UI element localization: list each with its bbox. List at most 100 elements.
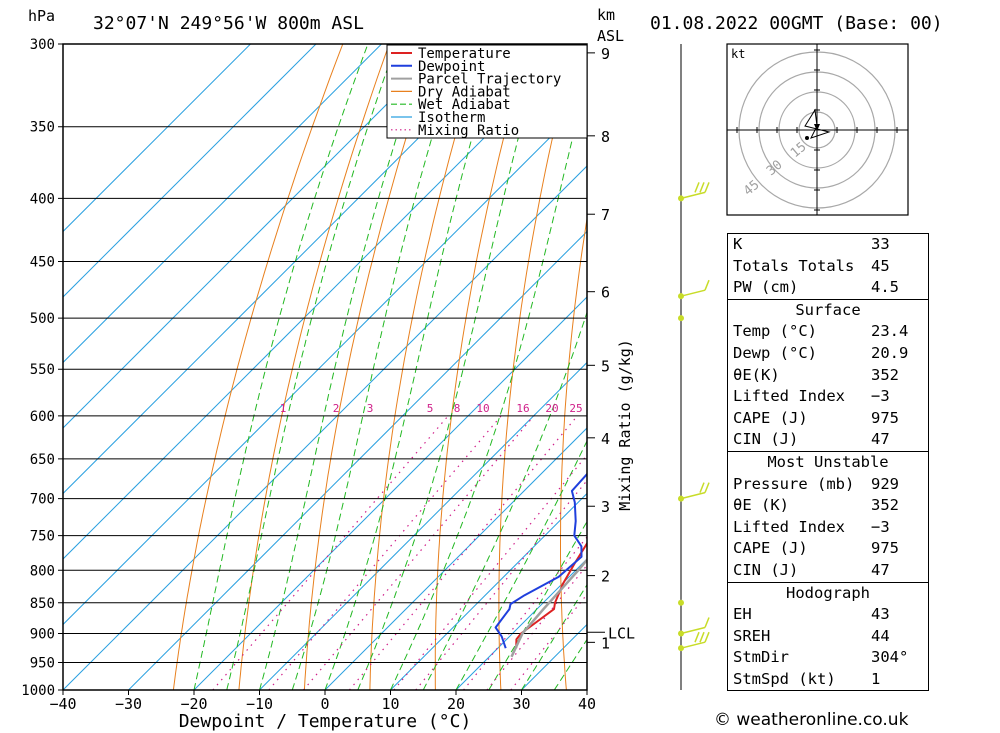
stats-row: StmDir 304° — [728, 647, 928, 669]
wind-barb — [680, 182, 710, 200]
dry-adiabat-line — [369, 44, 483, 690]
stats-value: 43 — [871, 605, 890, 624]
stats-label: PW (cm) — [733, 278, 799, 297]
pressure-tick-label: 850 — [30, 596, 55, 612]
stats-table: K 33 Totals Totals 45 PW (cm) 4.5 Surface Tem… — [727, 233, 929, 692]
surface-title: Surface — [795, 300, 861, 319]
stats-value: 20.9 — [871, 343, 909, 362]
dry-adiabat-line — [678, 44, 714, 690]
wind-barb-feather — [699, 631, 705, 643]
dry-adiabat-line — [172, 44, 344, 690]
hodograph-storm-marker — [814, 124, 820, 131]
wind-barb-feather — [704, 631, 710, 643]
stats-row: Temp (°C) 23.4 — [728, 321, 928, 343]
most-unstable-title: Most Unstable — [767, 452, 889, 471]
asl-unit-label: ASL — [597, 27, 624, 45]
km-tick-label: 6 — [601, 284, 610, 302]
pressure-tick-label: 750 — [30, 529, 55, 545]
wind-barb-feather — [694, 182, 700, 193]
mixing-ratio-line — [393, 454, 587, 690]
isotherm-line — [324, 427, 587, 690]
date-header: 01.08.2022 00GMT (Base: 00) — [650, 13, 943, 34]
stats-value: −3 — [871, 387, 890, 406]
wind-barb-feather — [704, 617, 710, 628]
credit-link[interactable]: © weatheronline.co.uk — [714, 710, 909, 730]
wet-adiabat-line — [291, 44, 462, 690]
temperature-tick-label: 40 — [578, 695, 596, 713]
pressure-tick-label: 400 — [30, 191, 55, 207]
mixing-ratio-line — [303, 415, 535, 690]
mixing-ratio-line — [463, 536, 587, 690]
series-dewpoint — [494, 472, 587, 649]
pressure-tick-label: 900 — [30, 626, 55, 642]
wind-barb-dot — [678, 599, 684, 606]
stats-value: 33 — [871, 235, 890, 253]
stats-label: CAPE (J) — [733, 539, 808, 558]
km-tick-label: 2 — [601, 568, 610, 586]
isotherm-line — [128, 230, 587, 690]
wind-barb-staff — [680, 191, 706, 200]
series-temperature — [515, 541, 587, 649]
stats-value: 975 — [871, 408, 899, 427]
pressure-unit-label: hPa — [28, 7, 55, 25]
stats-label: θE(K) — [733, 365, 780, 384]
stats-row: Pressure (mb) 929 — [728, 474, 928, 496]
legend-label: Dewpoint — [418, 59, 485, 75]
legend-label: Temperature — [418, 46, 511, 62]
pressure-tick-label: 600 — [30, 409, 55, 425]
km-tick-label: 4 — [601, 430, 610, 448]
dry-adiabat-line — [992, 44, 1000, 690]
stats-label: CIN (J) — [733, 560, 799, 579]
stats-row: CAPE (J) 975 — [728, 538, 928, 560]
pressure-tick-label: 500 — [30, 311, 55, 327]
pressure-tick-label: 950 — [30, 655, 55, 671]
stats-row: EH 43 — [728, 604, 928, 626]
wet-adiabat-line — [324, 44, 500, 690]
stats-label: Pressure (mb) — [733, 474, 855, 493]
wet-adiabat-line — [521, 583, 587, 690]
lcl-label: LCL — [608, 624, 635, 642]
legend-label: Parcel Trajectory — [418, 72, 561, 88]
stats-row: StmSpd (kt) 1 — [728, 669, 928, 691]
stats-value: 975 — [871, 539, 899, 558]
hodograph-box: Hodograph EH 43 SREH 44 StmDir 304° StmSpd (kt… — [728, 581, 928, 691]
stats-value: 1 — [871, 669, 881, 688]
mixing-ratio-axis-label: Mixing Ratio (g/kg) — [616, 339, 634, 511]
x-axis-label: Dewpoint / Temperature (°C) — [179, 711, 472, 732]
stats-value: 44 — [871, 626, 890, 645]
stats-value: 929 — [871, 474, 899, 493]
wet-adiabat-line — [488, 520, 587, 690]
mixing-ratio-line — [486, 564, 587, 690]
stats-label: Dewp (°C) — [733, 343, 817, 362]
wet-adiabat-line — [226, 44, 397, 690]
stats-label: θE (K) — [733, 496, 789, 515]
stats-row: Totals Totals 45 — [728, 256, 928, 278]
mixing-ratio-label: 5 — [427, 402, 434, 415]
stats-label: EH — [733, 605, 752, 624]
stats-label: StmDir — [733, 648, 789, 667]
wind-barb-feather — [704, 482, 710, 493]
isotherm-line — [390, 492, 587, 690]
legend-label: Isotherm — [418, 110, 485, 126]
pressure-tick-label: 550 — [30, 362, 55, 378]
stats-value: 4.5 — [871, 278, 899, 297]
stats-label: Lifted Index — [733, 517, 845, 536]
legend-label: Wet Adiabat — [418, 97, 511, 113]
stats-label: K — [733, 235, 743, 253]
stats-value: 304° — [871, 648, 909, 667]
most-unstable-box: Most Unstable Pressure (mb) 929 θE (K) 352 L… — [728, 450, 928, 582]
stats-label: CAPE (J) — [733, 408, 808, 427]
km-tick-label: 7 — [601, 206, 610, 224]
hodograph-unit-label: kt — [731, 47, 745, 61]
temperature-tick-label: 20 — [447, 695, 465, 713]
stats-row: Lifted Index −3 — [728, 517, 928, 539]
dry-adiabat-line — [238, 44, 390, 690]
mixing-ratio-label: 8 — [454, 402, 461, 415]
km-tick-label: 9 — [601, 45, 610, 63]
isotherm-line — [63, 44, 448, 429]
isotherm-line — [63, 44, 579, 560]
stats-value: 23.4 — [871, 322, 909, 341]
pressure-tick-label: 300 — [30, 37, 55, 53]
